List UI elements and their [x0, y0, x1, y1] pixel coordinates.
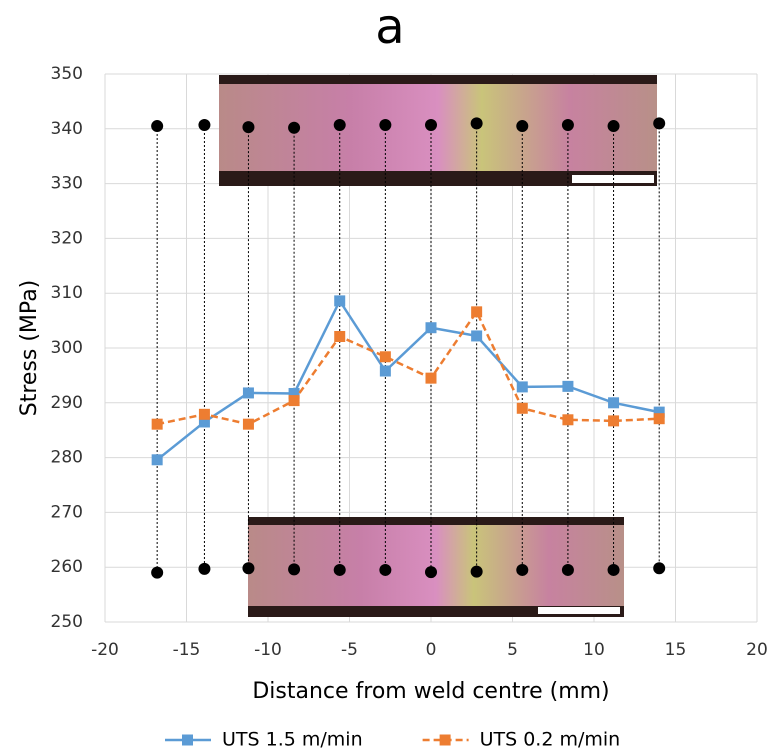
x-tick-label: -10: [254, 640, 282, 660]
point: [242, 418, 254, 430]
x-tick-label: 5: [507, 640, 518, 660]
legend-marker: [182, 734, 193, 746]
position-dot: [288, 121, 301, 134]
point: [151, 454, 163, 466]
position-dot: [425, 566, 437, 579]
x-tick-label: -20: [91, 640, 119, 660]
point: [288, 395, 300, 407]
y-tick-label: 320: [51, 228, 83, 248]
chart-title: a: [375, 0, 404, 55]
y-tick-label: 300: [51, 338, 83, 358]
position-dot: [561, 563, 574, 576]
position-dot: [653, 562, 666, 575]
position-dot: [379, 563, 392, 576]
point: [151, 418, 163, 430]
point: [653, 406, 665, 418]
legend-item: UTS 0.2 m/min: [422, 729, 621, 751]
y-tick-label: 350: [51, 64, 83, 84]
position-dot: [516, 563, 529, 576]
x-tick-label: 15: [665, 640, 687, 660]
point: [334, 330, 346, 342]
y-tick-label: 290: [51, 393, 83, 413]
position-dot: [379, 118, 392, 131]
series-line: [156, 309, 660, 426]
x-tick-label: -5: [341, 640, 358, 660]
position-dot: [242, 562, 255, 575]
y-tick-label: 340: [51, 119, 83, 139]
x-tick-label: -15: [173, 640, 201, 660]
point: [242, 387, 254, 399]
position-dot: [151, 120, 164, 133]
position-dot: [198, 562, 211, 575]
y-tick-label: 280: [51, 448, 83, 468]
y-tick-label: 330: [51, 174, 83, 194]
legend-item: UTS 1.5 m/min: [165, 729, 363, 751]
point: [608, 415, 620, 427]
position-dot: [333, 118, 346, 131]
x-tick-label: 10: [583, 640, 605, 660]
position-dot: [198, 118, 211, 131]
position-dot: [425, 118, 437, 131]
position-dot: [151, 566, 164, 579]
position-dot: [242, 121, 255, 134]
position-dot: [470, 117, 483, 130]
point: [379, 365, 391, 377]
legend-marker: [439, 734, 451, 746]
x-axis-label: Distance from weld centre (mm): [252, 679, 609, 704]
point: [379, 351, 391, 363]
y-axis-label: Stress (MPa): [17, 280, 42, 417]
position-dot: [288, 563, 301, 576]
y-tick-label: 260: [51, 557, 83, 577]
x-tick-label: 20: [746, 640, 768, 660]
position-dot: [333, 563, 346, 576]
point: [288, 387, 300, 399]
point: [471, 330, 483, 342]
position-dot: [470, 565, 483, 578]
position-dot: [653, 117, 666, 130]
point: [198, 416, 210, 428]
point: [516, 381, 528, 393]
legend-label: UTS 1.5 m/min: [222, 729, 363, 751]
legend-label: UTS 0.2 m/min: [480, 729, 621, 751]
point: [471, 306, 483, 318]
point: [334, 295, 346, 307]
micrograph-top: [219, 75, 657, 186]
y-tick-label: 250: [51, 612, 83, 632]
point: [562, 380, 574, 392]
position-dot: [607, 563, 620, 576]
y-tick-label: 270: [51, 502, 83, 522]
micrograph-bottom: [248, 517, 624, 617]
point: [425, 322, 437, 334]
point: [653, 413, 665, 425]
position-dot: [561, 118, 574, 131]
point: [562, 414, 574, 426]
series-line: [156, 298, 660, 461]
point: [198, 408, 210, 420]
point: [425, 372, 437, 384]
position-dot: [516, 120, 529, 133]
point: [608, 397, 620, 409]
position-dot: [607, 120, 620, 133]
y-tick-label: 310: [51, 283, 83, 303]
x-tick-label: 0: [426, 640, 437, 660]
point: [516, 402, 528, 414]
